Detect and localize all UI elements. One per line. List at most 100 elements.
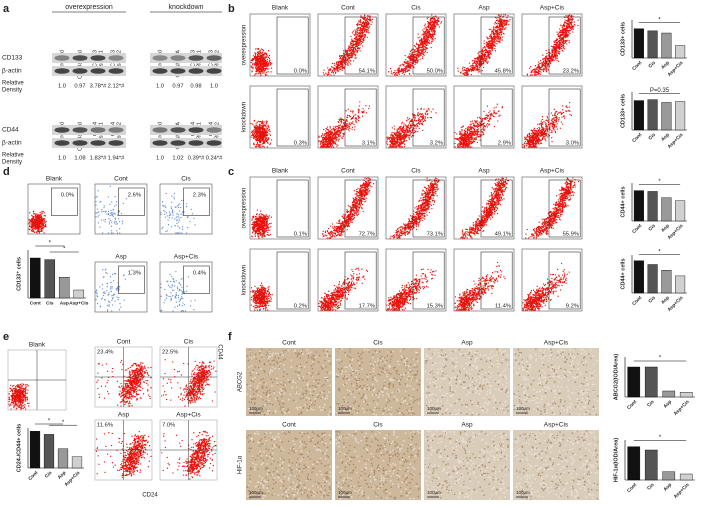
blot-band [188, 68, 204, 74]
panel-label: a [3, 3, 10, 15]
percent-label: 0.0% [294, 69, 307, 75]
plot-title: Cont [117, 339, 131, 346]
blot-strip [52, 138, 126, 148]
percent-label: 7.0% [162, 423, 175, 429]
bar [662, 390, 676, 398]
gate [276, 251, 309, 310]
blot-band [188, 55, 204, 61]
scale-bar-label: 100μm [427, 490, 441, 495]
image-title: Asp+Cis [544, 422, 569, 429]
image-title: Cont [282, 422, 296, 429]
plot-frame [159, 183, 213, 235]
gate [412, 88, 445, 147]
percent-label: 0.0% [61, 193, 74, 199]
gate [118, 187, 145, 216]
scale-bar-label: 100μm [249, 490, 263, 495]
plot-frame [94, 183, 148, 235]
plot-frame [453, 13, 515, 77]
bar [627, 446, 641, 481]
axis-label: CD24 [142, 493, 158, 499]
blot-band [152, 55, 168, 61]
row-label: overexpression [242, 188, 248, 229]
ihc-texture [424, 349, 510, 416]
blot-band [54, 140, 70, 146]
percent-label: 1.3% [128, 271, 141, 277]
scatter-cloud [95, 185, 127, 234]
scatter-cloud [388, 14, 443, 76]
scale-bar-label: 100μm [516, 490, 530, 495]
scatter-cloud [454, 103, 503, 148]
plot-frame [385, 13, 447, 77]
y-axis-label: CD133+ cells [620, 22, 626, 56]
row-label: β-actin [2, 68, 22, 75]
ihc-stain [424, 430, 510, 499]
scale-bar-label: 100μm [338, 490, 352, 495]
ihc-texture [513, 430, 598, 500]
blot-strip [150, 138, 222, 148]
row-label: β-actin [2, 140, 22, 147]
category-label: Cont [626, 482, 638, 494]
row-label: Density [2, 160, 22, 166]
row-label: Relative [2, 153, 24, 159]
significance-label: * [49, 241, 52, 247]
ihc-texture [424, 430, 508, 500]
gate [480, 16, 513, 75]
blot-band [152, 127, 168, 133]
scatter-cloud [454, 261, 506, 311]
category-label: Cis [647, 60, 657, 70]
panel-label: b [228, 3, 235, 15]
blot-band [188, 127, 204, 133]
blot-strip [52, 125, 126, 135]
axis-label: CD44 [216, 344, 222, 360]
bar [29, 257, 41, 299]
lane-label: Ctrl shRNA [175, 122, 181, 150]
bar [627, 366, 641, 398]
blot-band [90, 55, 106, 61]
row-label: knockdown [242, 102, 248, 132]
significance-label: * [659, 435, 662, 441]
density-value: 1.0 [156, 84, 164, 90]
bar [675, 275, 686, 294]
density-value: 0.97 [172, 84, 183, 90]
plot-frame [521, 176, 583, 240]
bar [675, 101, 686, 131]
significance-label: * [63, 247, 66, 253]
category-label: Asp [660, 295, 671, 306]
plot-frame [249, 13, 311, 77]
scatter-cloud [522, 262, 570, 311]
ihc-image [246, 348, 332, 416]
plot-frame [94, 261, 148, 313]
plot-frame [317, 85, 379, 149]
significance-label: * [659, 356, 662, 362]
blot-strip [52, 66, 126, 76]
gate [344, 251, 377, 310]
density-value: 1.94*# [108, 156, 126, 162]
column-title: Cont [341, 168, 355, 175]
row-label: HIF-1α [238, 455, 244, 474]
row-label: Density [2, 88, 22, 94]
bar [647, 191, 658, 222]
category-label: Cont [631, 223, 643, 235]
scatter-cloud [160, 192, 196, 234]
category-label: Asp+Cis [667, 132, 685, 150]
percent-label: 2.9% [498, 141, 511, 147]
category-label: Asp+Cis [673, 482, 691, 500]
gate [548, 16, 581, 75]
image-title: Asp [461, 340, 473, 347]
density-value: 1.83*# [90, 156, 108, 162]
blot-strip [150, 66, 222, 76]
bar [633, 28, 644, 59]
gate [412, 16, 445, 75]
bar [661, 270, 672, 294]
blot-band [72, 55, 88, 61]
percent-label: 17.7% [359, 304, 375, 310]
percent-label: 49.1% [495, 232, 511, 238]
percent-label: 0.1% [294, 232, 307, 238]
plot-frame [249, 248, 311, 312]
percent-label: 73.1% [427, 232, 443, 238]
density-value: 2.12*# [108, 84, 126, 90]
scatter-cloud [386, 107, 437, 148]
category-label: Asp [660, 223, 671, 234]
category-label: Cont [631, 60, 643, 72]
column-title: Asp [478, 5, 490, 12]
